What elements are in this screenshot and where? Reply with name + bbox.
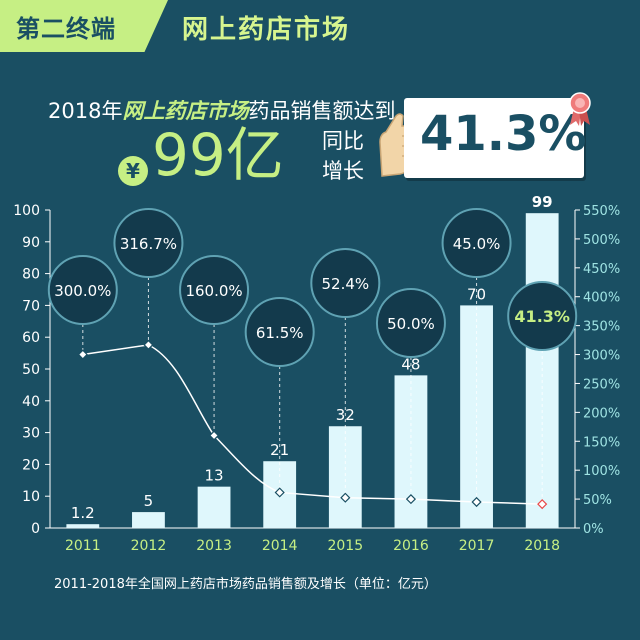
growth-bubble-label: 52.4% — [321, 275, 369, 293]
growth-point — [340, 492, 351, 503]
growth-point — [537, 499, 548, 510]
right-tick-label: 550% — [583, 204, 620, 219]
right-tick-label: 150% — [583, 435, 620, 450]
right-tick-label: 250% — [583, 377, 620, 392]
growth-point — [405, 493, 417, 505]
left-tick-label: 10 — [22, 489, 40, 505]
headline: 2018年网上药店市场药品销售额达到 — [48, 95, 395, 125]
section-banner: 第二终端 网上药店市场 — [0, 0, 640, 52]
growth-bubble — [507, 281, 578, 351]
right-tick-label: 100% — [583, 464, 620, 479]
headline-prefix: 2018年 — [48, 99, 123, 123]
growth-bubble — [47, 255, 118, 325]
growth-bubble-label: 61.5% — [256, 324, 304, 342]
left-tick-label: 30 — [22, 426, 40, 442]
growth-bubble-label: 45.0% — [453, 235, 501, 253]
right-tick-label: 300% — [583, 349, 620, 364]
growth-card: 41.3% — [404, 98, 587, 178]
right-tick-label: 400% — [583, 291, 620, 306]
x-tick-label: 2014 — [262, 538, 298, 554]
growth-point — [77, 349, 88, 360]
left-tick-label: 20 — [22, 457, 40, 473]
bar-value-label: 13 — [205, 467, 224, 485]
headline-suffix: 药品销售额达到 — [248, 99, 396, 123]
x-tick-label: 2017 — [459, 538, 495, 554]
growth-label-line2: 增长 — [322, 159, 364, 183]
left-tick-label: 70 — [22, 298, 40, 314]
x-tick-label: 2013 — [196, 538, 232, 554]
bar — [132, 512, 165, 528]
section-tag: 第二终端 — [0, 0, 168, 52]
growth-bubble-label: 160.0% — [185, 282, 242, 300]
growth-bubble-label: 300.0% — [54, 282, 111, 300]
x-tick-label: 2016 — [393, 538, 429, 554]
left-tick-label: 60 — [22, 330, 40, 346]
left-tick-label: 40 — [22, 394, 40, 410]
bar-value-label: 70 — [467, 285, 486, 303]
left-tick-label: 50 — [22, 362, 40, 378]
right-tick-label: 200% — [583, 406, 620, 421]
growth-label: 同比 增长 — [322, 126, 372, 186]
right-tick-label: 50% — [583, 493, 612, 508]
right-tick-label: 450% — [583, 262, 620, 277]
x-tick-label: 2015 — [327, 538, 363, 554]
bar-value-label: 5 — [144, 492, 154, 510]
right-tick-label: 350% — [583, 320, 620, 335]
growth-point — [143, 339, 154, 350]
growth-bubble — [375, 288, 446, 358]
growth-bubble-label: 316.7% — [120, 235, 177, 253]
bar — [394, 375, 428, 528]
growth-bubble — [179, 255, 250, 325]
bar-value-label: 99 — [532, 193, 553, 211]
growth-point — [274, 487, 285, 498]
section-title: 网上药店市场 — [182, 15, 351, 45]
bar-value-label: 1.2 — [71, 504, 95, 522]
growth-bubble — [310, 248, 381, 318]
growth-bubble-label: 41.3% — [514, 307, 570, 326]
x-tick-label: 2011 — [65, 538, 101, 554]
left-tick-label: 80 — [22, 267, 40, 283]
right-tick-label: 0% — [583, 522, 604, 537]
yen-icon: ¥ — [118, 156, 148, 186]
left-tick-label: 100 — [13, 203, 40, 219]
x-tick-label: 2018 — [524, 538, 560, 554]
chart-caption: 2011-2018年全国网上药店市场药品销售额及增长（单位：亿元） — [54, 577, 437, 592]
sales-amount: 99亿 — [152, 121, 284, 189]
growth-bubble-label: 50.0% — [387, 315, 435, 333]
growth-point — [471, 496, 482, 508]
award-ribbon-icon — [569, 92, 591, 126]
growth-value: 41.3% — [420, 106, 587, 162]
bar — [66, 524, 100, 528]
growth-label-line1: 同比 — [322, 129, 364, 153]
bar — [197, 486, 231, 528]
growth-bubble — [113, 208, 184, 278]
right-tick-label: 500% — [583, 233, 620, 248]
left-tick-label: 0 — [31, 521, 40, 537]
bar — [328, 426, 362, 528]
section-tag-label: 第二终端 — [16, 15, 116, 43]
growth-bubble — [441, 208, 512, 278]
x-tick-label: 2012 — [131, 538, 167, 554]
headline-highlight: 网上药店市场 — [122, 99, 249, 123]
growth-bubble — [244, 297, 315, 367]
growth-point — [208, 430, 220, 441]
left-tick-label: 90 — [22, 235, 40, 251]
